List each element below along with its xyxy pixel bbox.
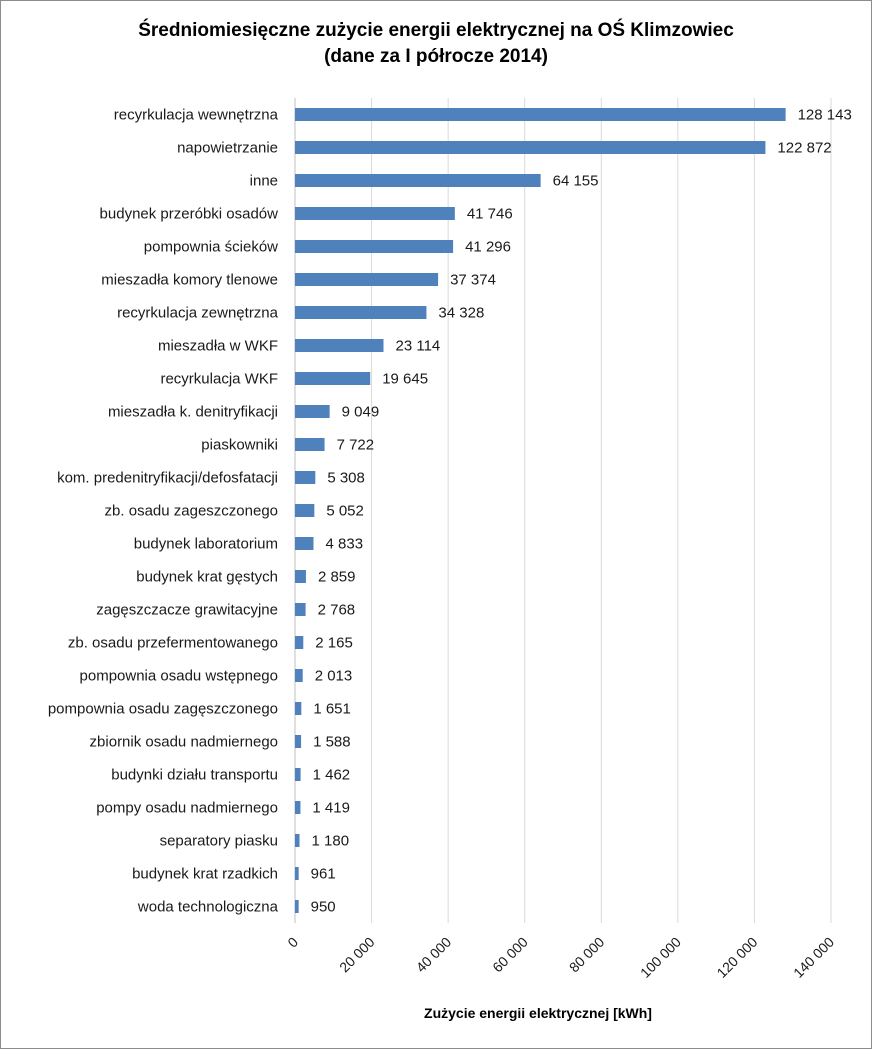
bar (295, 603, 306, 616)
value-label: 5 052 (326, 503, 364, 520)
category-label: zbiornik osadu nadmiernego (90, 734, 278, 751)
value-label: 5 308 (327, 470, 365, 487)
category-label: mieszadła w WKF (158, 338, 278, 355)
value-label: 41 296 (465, 239, 511, 256)
category-label: pompownia osadu zagęszczonego (48, 701, 278, 718)
bar (295, 141, 766, 154)
value-label: 1 180 (312, 833, 350, 850)
x-tick-label: 140 000 (790, 934, 837, 981)
category-label: piaskowniki (201, 437, 278, 454)
category-label: recyrkulacja WKF (160, 371, 278, 388)
chart-title-block: Średniomiesięczne zużycie energii elektr… (0, 18, 872, 70)
value-label: 34 328 (438, 305, 484, 322)
x-tick-label: 0 (284, 934, 301, 951)
category-labels: recyrkulacja wewnętrzna napowietrzanie inn… (48, 107, 279, 916)
value-label: 1 588 (313, 734, 351, 751)
bar (295, 504, 315, 517)
bar (295, 801, 301, 814)
x-axis-label: Zużycie energii elektrycznej [kWh] (424, 1005, 652, 1021)
bar (295, 339, 384, 352)
bar (295, 735, 302, 748)
category-label: recyrkulacja wewnętrzna (114, 107, 279, 124)
bar (295, 438, 325, 451)
bar (295, 471, 316, 484)
value-label: 64 155 (553, 173, 599, 190)
bar (295, 636, 304, 649)
bar (295, 240, 454, 253)
bar (295, 702, 302, 715)
value-label: 2 768 (318, 602, 356, 619)
bar (295, 900, 299, 913)
category-label: recyrkulacja zewnętrzna (117, 305, 279, 322)
value-label: 2 013 (315, 668, 353, 685)
bars (295, 108, 786, 913)
x-tick-label: 120 000 (713, 934, 760, 981)
category-label: budynek krat gęstych (136, 569, 278, 586)
value-label: 41 746 (467, 206, 513, 223)
x-tick-label: 40 000 (413, 934, 455, 976)
chart-subtitle: (dane za I półrocze 2014) (324, 46, 548, 67)
category-label: pompownia osadu wstępnego (80, 668, 278, 685)
category-label: zb. osadu przefermentowanego (68, 635, 278, 652)
value-label: 1 462 (313, 767, 351, 784)
bar (295, 207, 455, 220)
category-label: inne (250, 173, 278, 190)
x-tick-label: 80 000 (566, 934, 608, 976)
bar (295, 174, 541, 187)
value-label: 1 419 (312, 800, 350, 817)
bar (295, 108, 786, 121)
value-label: 4 833 (326, 536, 364, 553)
category-label: pompy osadu nadmiernego (96, 800, 278, 817)
value-label: 19 645 (382, 371, 428, 388)
category-label: budynki działu transportu (111, 767, 278, 784)
category-label: mieszadła komory tlenowe (101, 272, 278, 289)
bar (295, 669, 303, 682)
category-label: woda technologiczna (137, 899, 279, 916)
category-label: zagęszczacze grawitacyjne (96, 602, 278, 619)
bar (295, 273, 439, 286)
value-labels: 128 143 122 872 64 155 41 746 41 296 37 374 34… (311, 107, 852, 916)
category-label: zb. osadu zageszczonego (105, 503, 278, 520)
bar (295, 537, 314, 550)
category-label: budynek przeróbki osadów (100, 206, 279, 223)
value-label: 23 114 (395, 338, 440, 355)
bar (295, 867, 299, 880)
category-label: budynek laboratorium (134, 536, 278, 553)
value-label: 9 049 (342, 404, 380, 421)
value-label: 2 165 (315, 635, 353, 652)
chart-title: Średniomiesięczne zużycie energii elektr… (138, 20, 734, 41)
category-label: separatory piasku (160, 833, 278, 850)
bar (295, 834, 300, 847)
bar (295, 768, 301, 781)
value-label: 961 (311, 866, 336, 883)
x-tick-label: 100 000 (637, 934, 684, 981)
value-label: 7 722 (337, 437, 375, 454)
x-tick-label: 60 000 (489, 934, 531, 976)
x-tick-label: 20 000 (336, 934, 378, 976)
category-label: napowietrzanie (177, 140, 278, 157)
value-label: 950 (311, 899, 336, 916)
category-label: mieszadła k. denitryfikacji (108, 404, 278, 421)
bar (295, 570, 306, 583)
bar (295, 306, 427, 319)
x-tick-labels: 0 20 000 40 000 60 000 80 000 100 000 120 000 1… (284, 934, 837, 981)
gridlines (294, 98, 832, 923)
category-label: kom. predenitryfikacji/defosfatacji (57, 470, 278, 487)
bar (295, 372, 371, 385)
category-label: pompownia ścieków (144, 239, 278, 256)
bar (295, 405, 330, 418)
value-label: 1 651 (313, 701, 351, 718)
value-label: 2 859 (318, 569, 356, 586)
value-label: 37 374 (450, 272, 496, 289)
value-label: 128 143 (798, 107, 852, 124)
value-label: 122 872 (777, 140, 831, 157)
category-label: budynek krat rzadkich (132, 866, 278, 883)
